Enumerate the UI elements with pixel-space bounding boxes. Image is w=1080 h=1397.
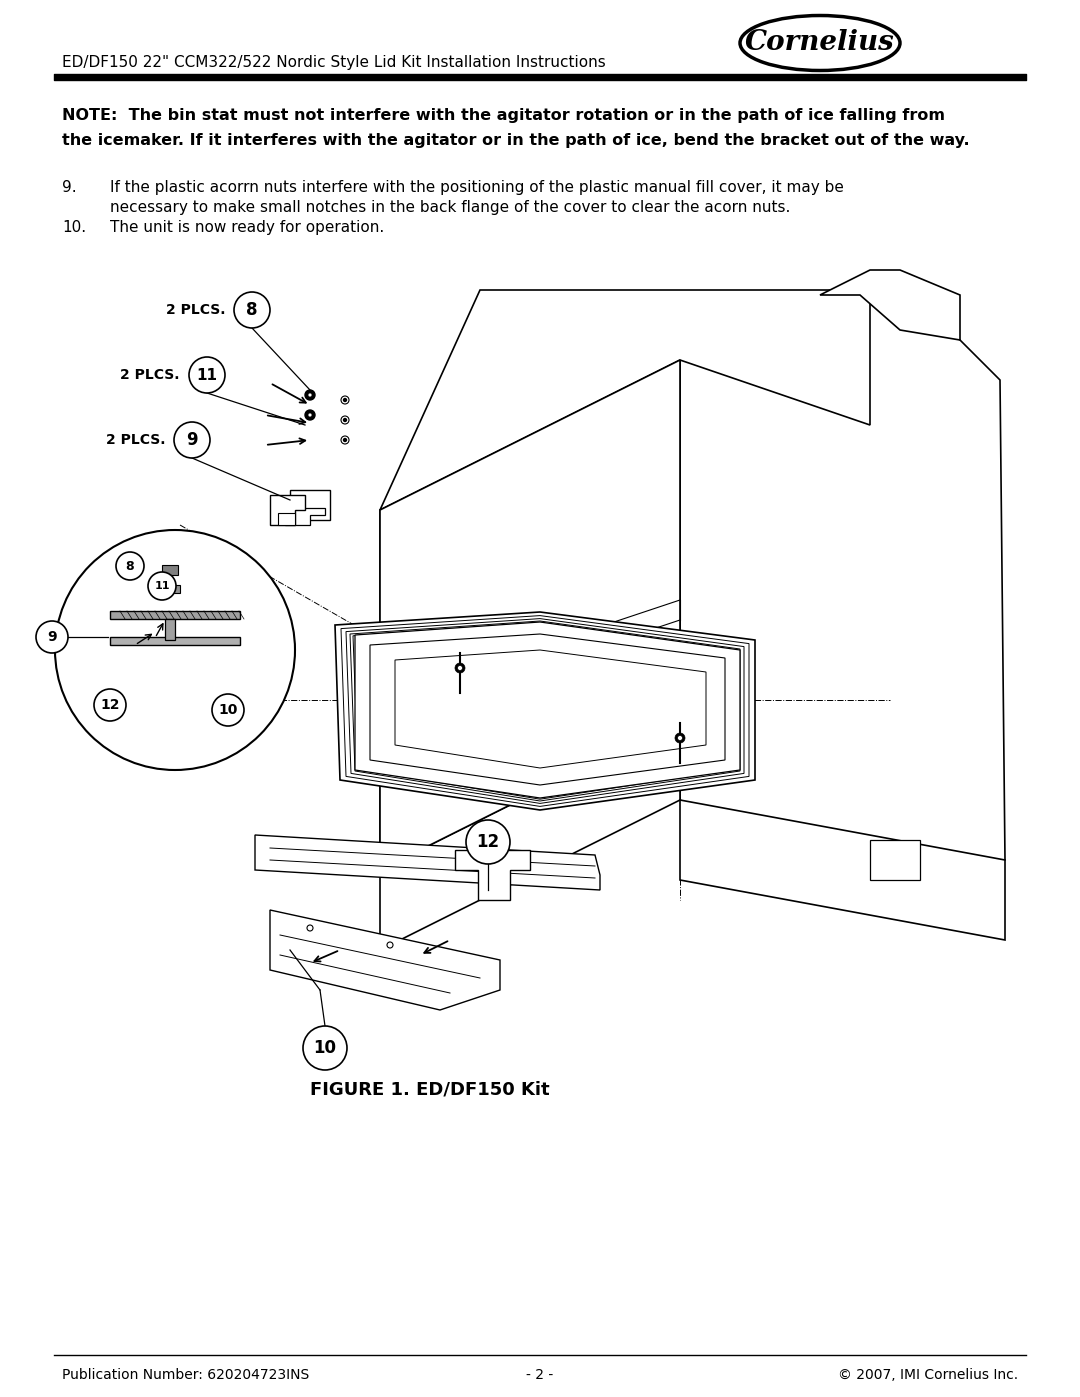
Circle shape xyxy=(212,694,244,726)
Text: 10.: 10. xyxy=(62,219,86,235)
Text: The unit is now ready for operation.: The unit is now ready for operation. xyxy=(110,219,384,235)
Text: If the plastic acorrn nuts interfere with the positioning of the plastic manual : If the plastic acorrn nuts interfere wit… xyxy=(110,180,843,196)
Circle shape xyxy=(148,571,176,599)
Circle shape xyxy=(305,409,315,420)
Polygon shape xyxy=(355,622,740,798)
Text: 2 PLCS.: 2 PLCS. xyxy=(106,433,165,447)
Circle shape xyxy=(36,622,68,652)
Polygon shape xyxy=(278,513,295,525)
Text: 2 PLCS.: 2 PLCS. xyxy=(121,367,180,381)
Circle shape xyxy=(387,942,393,949)
Polygon shape xyxy=(353,623,737,799)
Polygon shape xyxy=(110,637,240,645)
Circle shape xyxy=(303,1025,347,1070)
Polygon shape xyxy=(162,564,178,576)
Text: - 2 -: - 2 - xyxy=(526,1368,554,1382)
Text: 10: 10 xyxy=(218,703,238,717)
Polygon shape xyxy=(380,291,870,510)
Polygon shape xyxy=(270,909,500,1010)
Polygon shape xyxy=(291,490,330,520)
Polygon shape xyxy=(165,619,175,640)
Polygon shape xyxy=(380,719,680,950)
Circle shape xyxy=(308,393,312,397)
Circle shape xyxy=(307,925,313,930)
Circle shape xyxy=(677,735,683,740)
Polygon shape xyxy=(370,634,725,785)
Text: 8: 8 xyxy=(125,560,134,573)
Polygon shape xyxy=(160,585,180,592)
Text: ED/DF150 22" CCM322/522 Nordic Style Lid Kit Installation Instructions: ED/DF150 22" CCM322/522 Nordic Style Lid… xyxy=(62,56,606,70)
Polygon shape xyxy=(455,849,530,900)
Circle shape xyxy=(343,398,347,401)
Text: 12: 12 xyxy=(476,833,500,851)
Circle shape xyxy=(305,390,315,400)
Circle shape xyxy=(308,414,312,416)
Polygon shape xyxy=(110,610,240,619)
Polygon shape xyxy=(870,840,920,880)
Text: © 2007, IMI Cornelius Inc.: © 2007, IMI Cornelius Inc. xyxy=(838,1368,1018,1382)
Circle shape xyxy=(455,664,465,673)
Polygon shape xyxy=(350,622,740,800)
Circle shape xyxy=(55,529,295,770)
Text: Cornelius: Cornelius xyxy=(745,29,895,56)
Polygon shape xyxy=(285,509,325,525)
Text: 9: 9 xyxy=(186,432,198,448)
Text: necessary to make small notches in the back flange of the cover to clear the aco: necessary to make small notches in the b… xyxy=(110,200,791,215)
Polygon shape xyxy=(270,495,305,525)
Circle shape xyxy=(116,552,144,580)
Polygon shape xyxy=(380,360,680,870)
Text: NOTE:  The bin stat must not interfere with the agitator rotation or in the path: NOTE: The bin stat must not interfere wi… xyxy=(62,108,945,123)
Text: 12: 12 xyxy=(100,698,120,712)
Polygon shape xyxy=(680,295,1005,900)
Polygon shape xyxy=(395,650,706,768)
Text: 9.: 9. xyxy=(62,180,77,196)
Circle shape xyxy=(174,422,210,458)
Polygon shape xyxy=(341,616,750,806)
Text: 11: 11 xyxy=(197,367,217,383)
Text: 10: 10 xyxy=(313,1039,337,1058)
Text: 9: 9 xyxy=(48,630,57,644)
Polygon shape xyxy=(680,800,1005,940)
Text: 8: 8 xyxy=(246,300,258,319)
Text: FIGURE 1. ED/DF150 Kit: FIGURE 1. ED/DF150 Kit xyxy=(310,1081,550,1099)
Polygon shape xyxy=(380,360,680,870)
Circle shape xyxy=(94,689,126,721)
Circle shape xyxy=(465,820,510,863)
Ellipse shape xyxy=(740,15,900,70)
Circle shape xyxy=(343,419,347,422)
Text: 2 PLCS.: 2 PLCS. xyxy=(165,303,225,317)
Circle shape xyxy=(234,292,270,328)
Text: Publication Number: 620204723INS: Publication Number: 620204723INS xyxy=(62,1368,309,1382)
Circle shape xyxy=(458,665,462,671)
Polygon shape xyxy=(335,612,755,810)
Circle shape xyxy=(675,733,685,743)
Circle shape xyxy=(189,358,225,393)
Polygon shape xyxy=(255,835,600,890)
Polygon shape xyxy=(346,619,744,803)
Circle shape xyxy=(343,439,347,441)
Polygon shape xyxy=(820,270,960,339)
Text: the icemaker. If it interferes with the agitator or in the path of ice, bend the: the icemaker. If it interferes with the … xyxy=(62,133,970,148)
Text: 11: 11 xyxy=(154,581,170,591)
